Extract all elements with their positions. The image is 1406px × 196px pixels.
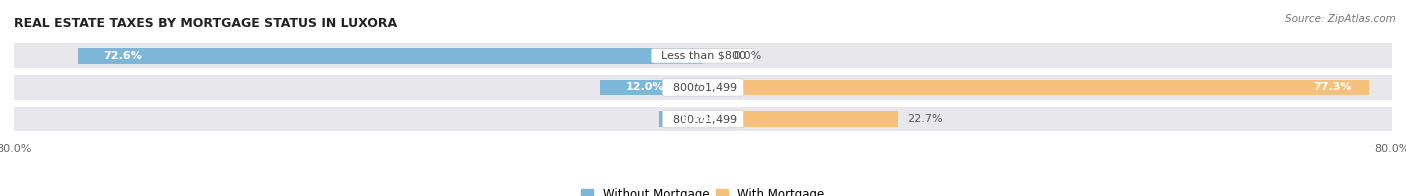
Bar <box>14 107 1392 131</box>
Text: 0.0%: 0.0% <box>733 51 762 61</box>
Bar <box>14 44 1392 68</box>
Bar <box>77 48 703 64</box>
Text: Source: ZipAtlas.com: Source: ZipAtlas.com <box>1285 14 1396 24</box>
Legend: Without Mortgage, With Mortgage: Without Mortgage, With Mortgage <box>581 188 825 196</box>
Bar <box>14 75 1392 100</box>
Bar <box>659 111 703 127</box>
Text: 77.3%: 77.3% <box>1313 82 1351 92</box>
Text: 72.6%: 72.6% <box>104 51 142 61</box>
Text: REAL ESTATE TAXES BY MORTGAGE STATUS IN LUXORA: REAL ESTATE TAXES BY MORTGAGE STATUS IN … <box>14 17 396 30</box>
Bar <box>599 80 703 95</box>
Text: Less than $800: Less than $800 <box>654 51 752 61</box>
Text: $800 to $1,499: $800 to $1,499 <box>665 113 741 125</box>
Bar <box>703 111 898 127</box>
Bar <box>703 80 1368 95</box>
Text: 5.1%: 5.1% <box>681 114 711 124</box>
Text: 12.0%: 12.0% <box>626 82 664 92</box>
Text: $800 to $1,499: $800 to $1,499 <box>665 81 741 94</box>
Text: 22.7%: 22.7% <box>907 114 943 124</box>
